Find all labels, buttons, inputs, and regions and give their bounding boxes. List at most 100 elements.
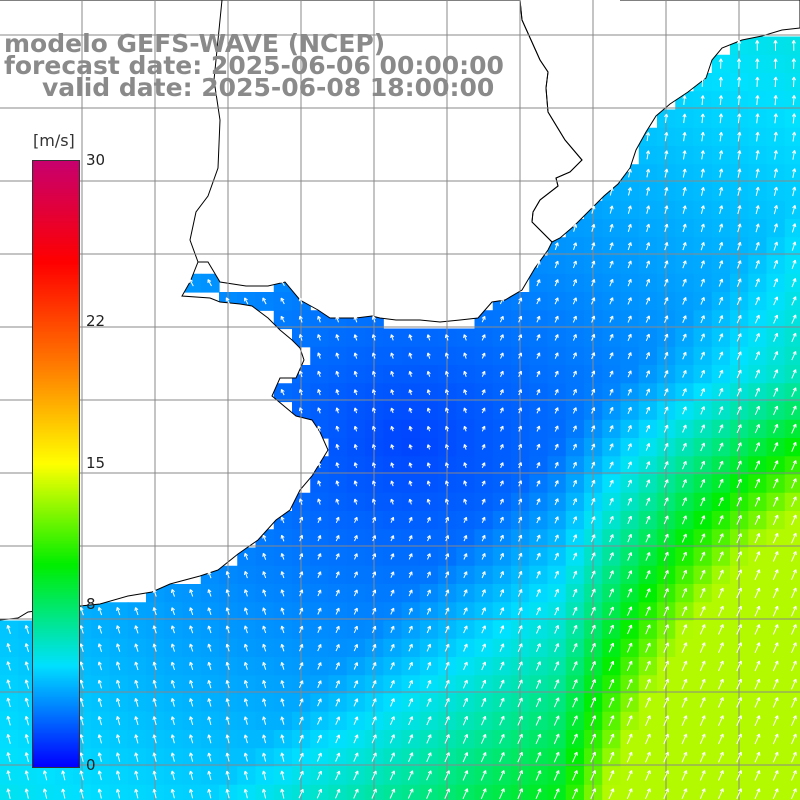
wind-arrow (645, 678, 651, 690)
wind-arrow (426, 679, 432, 689)
wind-arrow (791, 314, 797, 324)
wind-cell (638, 200, 658, 220)
wind-arrow (645, 424, 651, 433)
wind-arrow (408, 425, 413, 432)
wind-arrow (536, 625, 541, 634)
wind-arrow (700, 551, 706, 562)
wind-cell (693, 675, 713, 695)
wind-arrow (736, 533, 742, 544)
wind-arrow (699, 715, 706, 726)
wind-arrow (445, 498, 450, 505)
wind-arrow (481, 407, 486, 414)
wind-arrow (390, 334, 395, 341)
wind-arrow (335, 462, 340, 469)
wind-arrow (426, 480, 431, 487)
wind-cell (54, 784, 74, 800)
wind-cell (748, 748, 768, 768)
wind-arrow (408, 698, 414, 707)
wind-cell (766, 693, 786, 713)
colorbar-tick-label: 0 (86, 756, 96, 774)
wind-arrow (463, 571, 468, 579)
wind-arrow (700, 205, 705, 215)
wind-arrow (645, 788, 651, 800)
wind-arrow (663, 388, 669, 397)
wind-arrow (6, 697, 11, 708)
wind-arrow (553, 715, 560, 726)
wind-cell (383, 711, 403, 731)
wind-cell (565, 419, 585, 439)
wind-arrow (755, 40, 760, 51)
wind-cell (310, 602, 330, 622)
wind-cell (748, 529, 768, 549)
wind-arrow (718, 369, 724, 379)
wind-arrow (317, 589, 322, 597)
wind-cell (474, 529, 494, 549)
wind-cell (693, 200, 713, 220)
wind-cell (693, 383, 713, 403)
wind-arrow (481, 516, 486, 523)
wind-arrow (718, 424, 724, 434)
wind-cell (675, 766, 695, 786)
wind-arrow (262, 680, 267, 689)
wind-cell (766, 365, 786, 384)
wind-arrow (791, 405, 797, 416)
wind-arrow (663, 588, 669, 598)
wind-arrow (79, 788, 84, 799)
wind-arrow (408, 643, 413, 652)
wind-arrow (700, 131, 705, 142)
wind-arrow (536, 552, 541, 561)
wind-cell (346, 657, 366, 676)
wind-arrow (536, 407, 541, 414)
wind-arrow (445, 516, 449, 523)
wind-arrow (225, 607, 230, 615)
wind-arrow (626, 751, 633, 763)
wind-arrow (462, 788, 469, 800)
wind-arrow (700, 460, 706, 470)
wind-cell (328, 547, 348, 567)
wind-arrow (700, 478, 706, 488)
wind-arrow (536, 570, 541, 579)
wind-cell (401, 547, 421, 567)
wind-arrow (645, 515, 651, 525)
wind-arrow (772, 624, 779, 635)
wind-cell (766, 584, 786, 603)
wind-cell (784, 474, 800, 494)
wind-cell (748, 547, 768, 567)
wind-arrow (754, 587, 761, 599)
wind-cell (547, 547, 567, 567)
wind-arrow (518, 516, 523, 524)
wind-arrow (481, 352, 486, 359)
wind-arrow (718, 58, 723, 69)
wind-arrow (517, 625, 523, 634)
wind-cell (492, 547, 512, 567)
wind-cell (529, 492, 549, 512)
wind-arrow (134, 607, 139, 616)
wind-cell (529, 620, 549, 640)
wind-cell (547, 748, 567, 768)
wind-cell (711, 255, 731, 275)
wind-arrow (772, 551, 779, 562)
wind-arrow (590, 624, 596, 635)
wind-cell (693, 438, 713, 457)
wind-cell (784, 73, 800, 92)
wind-arrow (280, 643, 285, 652)
wind-cell (419, 529, 439, 549)
wind-arrow (444, 734, 450, 744)
wind-arrow (772, 496, 779, 507)
wind-arrow (737, 205, 742, 215)
wind-arrow (517, 697, 523, 708)
wind-arrow (718, 770, 724, 781)
wind-arrow (463, 480, 468, 487)
wind-arrow (426, 589, 431, 597)
wind-arrow (663, 624, 669, 635)
wind-arrow (317, 644, 322, 652)
wind-vectors (6, 40, 797, 800)
wind-arrow (189, 716, 194, 726)
wind-arrow (718, 406, 724, 415)
wind-arrow (591, 407, 596, 414)
wind-cell (748, 273, 768, 293)
wind-arrow (426, 643, 432, 652)
wind-cell (693, 456, 713, 476)
wind-arrow (699, 587, 706, 599)
wind-cell (492, 401, 512, 421)
